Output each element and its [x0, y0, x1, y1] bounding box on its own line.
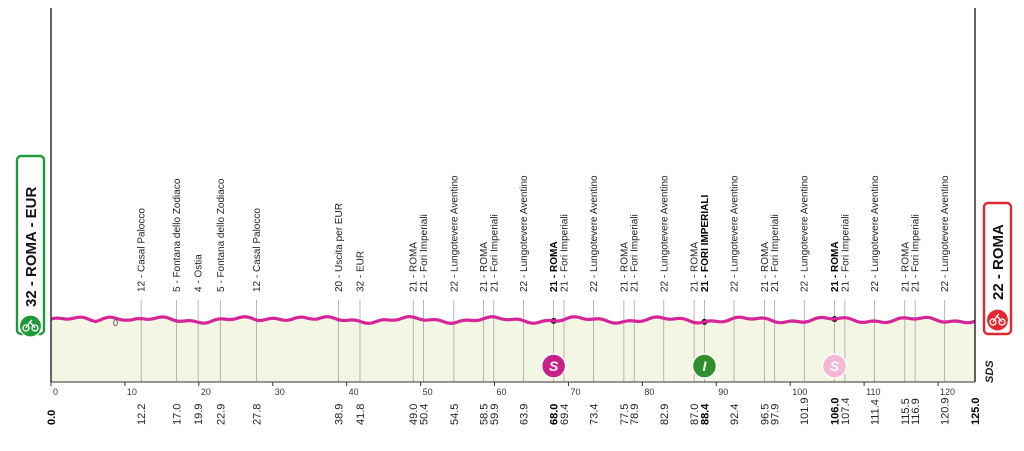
profile-line: [50, 314, 976, 326]
checkpoint-label: 12 - Casal Palocco: [137, 208, 148, 292]
checkpoint-km-label: 106.0: [830, 397, 842, 425]
checkpoint-label: 21 - Fori Imperiali: [560, 214, 571, 292]
finish-bike-icon: [985, 308, 1010, 332]
checkpoint-km-label: 59.9: [489, 404, 501, 425]
checkpoint-km-label: 49.0: [408, 404, 420, 425]
x-tick-label: 70: [570, 387, 580, 397]
checkpoint-label: 21 - ROMA: [619, 242, 630, 292]
checkpoint-label: 21 - ROMA: [690, 242, 701, 292]
checkpoint-label: 21 - ROMA: [479, 242, 490, 292]
checkpoint-label: 21 - Fori Imperiali: [840, 214, 851, 292]
checkpoint-label: 21 - Fori Imperiali: [489, 214, 500, 292]
checkpoint-label: 21 - ROMA: [549, 241, 560, 292]
end-km-label: 125.0: [970, 397, 982, 425]
checkpoint-label: 21 - Fori Imperiali: [419, 214, 430, 292]
finish-badge: 22 - ROMA: [982, 201, 1013, 336]
x-tick-label: 60: [497, 387, 507, 397]
checkpoint-km-label: 87.0: [689, 404, 701, 425]
sprint-letter: S: [830, 358, 840, 374]
x-tick-label: 80: [644, 387, 654, 397]
start-badge: 32 - ROMA - EUR: [15, 154, 46, 338]
checkpoint-km-label: 107.4: [840, 397, 852, 425]
checkpoint-label: 21 - Fori Imperiali: [770, 214, 781, 292]
x-tick-label: 20: [201, 387, 211, 397]
checkpoint-km-label: 120.9: [940, 397, 952, 425]
altitude-marker: 0: [113, 318, 118, 328]
checkpoint-label: 22 - Lungotevere Aventino: [730, 175, 741, 292]
checkpoint-label: 22 - Lungotevere Aventino: [519, 175, 530, 292]
x-tick-label: 10: [127, 387, 137, 397]
checkpoint-km-label: 41.8: [355, 404, 367, 425]
checkpoint-label: 4 - Ostia: [194, 254, 205, 292]
start-label: 32 - ROMA - EUR: [23, 187, 40, 307]
sprint-letter: I: [703, 358, 708, 374]
checkpoint-label: 22 - Lungotevere Aventino: [870, 175, 881, 292]
start-km-label: 0.0: [46, 410, 58, 425]
checkpoint-km-label: 68.0: [549, 404, 561, 425]
checkpoint-km-label: 27.8: [251, 404, 263, 425]
sprint-marker: I: [691, 353, 718, 379]
x-axis-ticks: 0 10 20 30 40 50 60 70 80 90 100 110 120: [50, 382, 955, 397]
checkpoint-km-label: 58.5: [478, 404, 490, 425]
x-tick-label: 100: [792, 387, 807, 397]
profile-fill: [51, 316, 975, 382]
checkpoint-label: 21 - ROMA: [409, 242, 420, 292]
x-tick-label: 0: [53, 387, 58, 397]
checkpoint-km-label: 73.4: [589, 404, 601, 425]
x-tick-label: 30: [275, 387, 285, 397]
checkpoint-km-label: 38.9: [334, 404, 346, 425]
checkpoint-km-label: 82.9: [659, 404, 671, 425]
checkpoint-km-label: 96.5: [759, 404, 771, 425]
checkpoint-label: 32 - EUR: [355, 251, 366, 292]
x-tick-label: 50: [423, 387, 433, 397]
checkpoint-km-label: 63.9: [518, 404, 530, 425]
finish-label: 22 - ROMA: [990, 224, 1007, 300]
checkpoint-km-label: 115.5: [900, 398, 912, 425]
checkpoint-label: 5 - Fontana dello Zodiaco: [216, 178, 227, 292]
checkpoint-km-label: 111.4: [869, 399, 881, 425]
checkpoint-label: 21 - Fori Imperiali: [911, 214, 922, 292]
checkpoint-km-label: 77.5: [619, 404, 631, 425]
sprint-marker: S: [540, 353, 567, 379]
checkpoint-label: 22 - Lungotevere Aventino: [449, 175, 460, 292]
checkpoint-label: 21 - Fori Imperiali: [630, 214, 641, 292]
checkpoint-km-label: 54.5: [449, 404, 461, 425]
checkpoint-label: 21 - ROMA: [900, 242, 911, 292]
sprint-letter: S: [549, 358, 559, 374]
checkpoint-label: 12 - Casal Palocco: [252, 208, 263, 292]
checkpoint-km-label: 50.4: [419, 404, 431, 425]
x-tick-label: 90: [718, 387, 728, 397]
checkpoint-label: 22 - Lungotevere Aventino: [589, 175, 600, 292]
start-bike-icon: [18, 314, 43, 338]
x-tick-label: 40: [349, 387, 359, 397]
checkpoint-km-label: 17.0: [172, 404, 184, 425]
brand-logo: SDS: [984, 360, 996, 383]
checkpoint-km-labels: 12.2 17.0 19.9 22.9 27.8 38.9 41.8 49.050.4 54.5…: [136, 397, 952, 425]
checkpoint-label: 20 - Uscita per EUR: [334, 203, 345, 292]
x-tick-label: 120: [940, 387, 955, 397]
checkpoint-km-label: 69.4: [559, 404, 571, 425]
checkpoint-label: 22 - Lungotevere Aventino: [659, 175, 670, 292]
checkpoint-label: 21 - FORI IMPERIALI: [700, 195, 711, 292]
checkpoint-km-label: 97.9: [770, 404, 782, 425]
checkpoint-label: 21 - ROMA: [760, 242, 771, 292]
x-tick-label: 110: [866, 387, 880, 397]
checkpoint-label: 21 - ROMA: [830, 241, 841, 292]
checkpoint-label: 22 - Lungotevere Aventino: [940, 175, 951, 292]
checkpoint-label: 5 - Fontana dello Zodiaco: [172, 178, 183, 292]
checkpoint-km-label: 78.9: [629, 404, 641, 425]
sprint-marker: S: [821, 353, 848, 379]
checkpoint-km-label: 19.9: [193, 404, 205, 425]
checkpoint-km-label: 101.9: [799, 397, 811, 425]
checkpoint-km-label: 116.9: [910, 398, 922, 425]
checkpoint-km-label: 92.4: [729, 404, 741, 425]
checkpoint-km-label: 88.4: [699, 403, 711, 425]
checkpoint-km-label: 12.2: [136, 404, 148, 425]
checkpoint-km-label: 22.9: [215, 404, 227, 425]
checkpoint-label: 22 - Lungotevere Aventino: [800, 175, 811, 292]
